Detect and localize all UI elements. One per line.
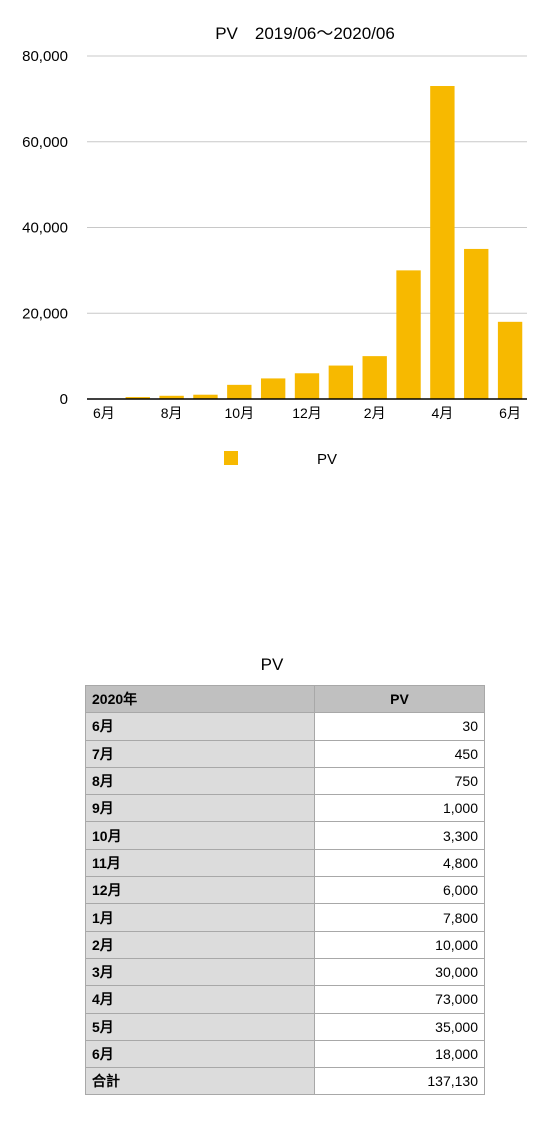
row-label: 合計 bbox=[85, 1067, 315, 1096]
x-tick-label: 6月 bbox=[93, 405, 115, 421]
table-row: 7月 450 bbox=[85, 739, 485, 768]
table-row: 5月 35,000 bbox=[85, 1012, 485, 1041]
row-value: 3,300 bbox=[314, 821, 485, 850]
row-value: 7,800 bbox=[314, 903, 485, 932]
y-tick-label: 0 bbox=[60, 391, 68, 408]
bar bbox=[125, 397, 150, 399]
bar bbox=[193, 394, 218, 399]
table-row: 1月 7,800 bbox=[85, 903, 485, 932]
bar bbox=[362, 356, 387, 399]
bar bbox=[430, 86, 455, 399]
row-label: 8月 bbox=[85, 766, 315, 796]
y-tick-label: 80,000 bbox=[22, 48, 68, 65]
table-header-row: 2020年 PV bbox=[85, 684, 485, 714]
row-label: 5月 bbox=[85, 1012, 315, 1041]
pv-table: 2020年 PV 6月 30 7月 450 8月 750 9月 1,000 10月 3,300 11… bbox=[85, 684, 485, 1096]
table-title: PV bbox=[260, 655, 284, 674]
row-label: 7月 bbox=[85, 739, 315, 768]
table-row: 3月 30,000 bbox=[85, 957, 485, 987]
bar bbox=[260, 378, 286, 399]
row-value: 73,000 bbox=[314, 985, 485, 1014]
row-value: 750 bbox=[314, 766, 485, 796]
row-label: 2月 bbox=[85, 930, 315, 959]
table-row: 10月 3,300 bbox=[85, 821, 485, 850]
bar bbox=[159, 395, 184, 399]
table-row: 4月 73,000 bbox=[85, 985, 485, 1014]
header-pv: PV bbox=[314, 684, 485, 714]
row-label: 11月 bbox=[85, 848, 315, 878]
pv-bar-chart: PV 2019/06〜2020/06 0 20,000 40,000 60,000 80… bbox=[22, 24, 527, 468]
row-value: 30,000 bbox=[314, 957, 485, 987]
legend-label: PV bbox=[317, 451, 337, 468]
row-value: 6,000 bbox=[314, 876, 485, 905]
y-tick-label: 60,000 bbox=[22, 134, 68, 151]
row-label: 9月 bbox=[85, 794, 315, 823]
x-tick-label: 10月 bbox=[225, 405, 255, 421]
table-row: 6月 18,000 bbox=[85, 1039, 485, 1069]
y-tick-label: 20,000 bbox=[22, 305, 68, 322]
table-row: 2月 10,000 bbox=[85, 930, 485, 959]
table-row: 11月 4,800 bbox=[85, 848, 485, 878]
row-label: 3月 bbox=[85, 957, 315, 987]
row-label: 4月 bbox=[85, 985, 315, 1014]
row-label: 6月 bbox=[85, 1039, 315, 1069]
row-value: 137,130 bbox=[314, 1067, 485, 1096]
bar bbox=[497, 321, 523, 399]
x-tick-label: 12月 bbox=[292, 405, 322, 421]
row-value: 450 bbox=[314, 739, 485, 768]
row-label: 10月 bbox=[85, 821, 315, 850]
table-row: 8月 750 bbox=[85, 766, 485, 796]
table-row: 9月 1,000 bbox=[85, 794, 485, 823]
header-month: 2020年 bbox=[85, 684, 315, 714]
row-value: 35,000 bbox=[314, 1012, 485, 1041]
table-row: 12月 6,000 bbox=[85, 876, 485, 905]
x-tick-label: 8月 bbox=[161, 405, 183, 421]
table-row: 合計 137,130 bbox=[85, 1067, 485, 1096]
row-value: 10,000 bbox=[314, 930, 485, 959]
bar bbox=[227, 384, 252, 399]
row-label: 1月 bbox=[85, 903, 315, 932]
x-tick-label: 2月 bbox=[364, 405, 386, 421]
chart-title: PV 2019/06〜2020/06 bbox=[215, 24, 395, 43]
row-value: 30 bbox=[314, 712, 485, 741]
x-tick-label: 6月 bbox=[499, 405, 521, 421]
legend: PV bbox=[224, 451, 337, 468]
gridlines bbox=[87, 55, 527, 314]
bar bbox=[294, 373, 320, 399]
y-axis-ticks: 0 20,000 40,000 60,000 80,000 bbox=[22, 48, 68, 408]
row-value: 1,000 bbox=[314, 794, 485, 823]
row-label: 12月 bbox=[85, 876, 315, 905]
bar bbox=[328, 365, 354, 399]
legend-swatch bbox=[224, 451, 238, 465]
bar bbox=[464, 248, 489, 399]
row-value: 4,800 bbox=[314, 848, 485, 878]
bar bbox=[396, 270, 421, 399]
row-label: 6月 bbox=[85, 712, 315, 741]
y-tick-label: 40,000 bbox=[22, 220, 68, 237]
bars bbox=[91, 86, 523, 399]
x-axis-ticks: 6月 8月 10月 12月 2月 4月 6月 bbox=[93, 405, 521, 421]
x-tick-label: 4月 bbox=[431, 405, 453, 421]
row-value: 18,000 bbox=[314, 1039, 485, 1069]
table-row: 6月 30 bbox=[85, 712, 485, 741]
